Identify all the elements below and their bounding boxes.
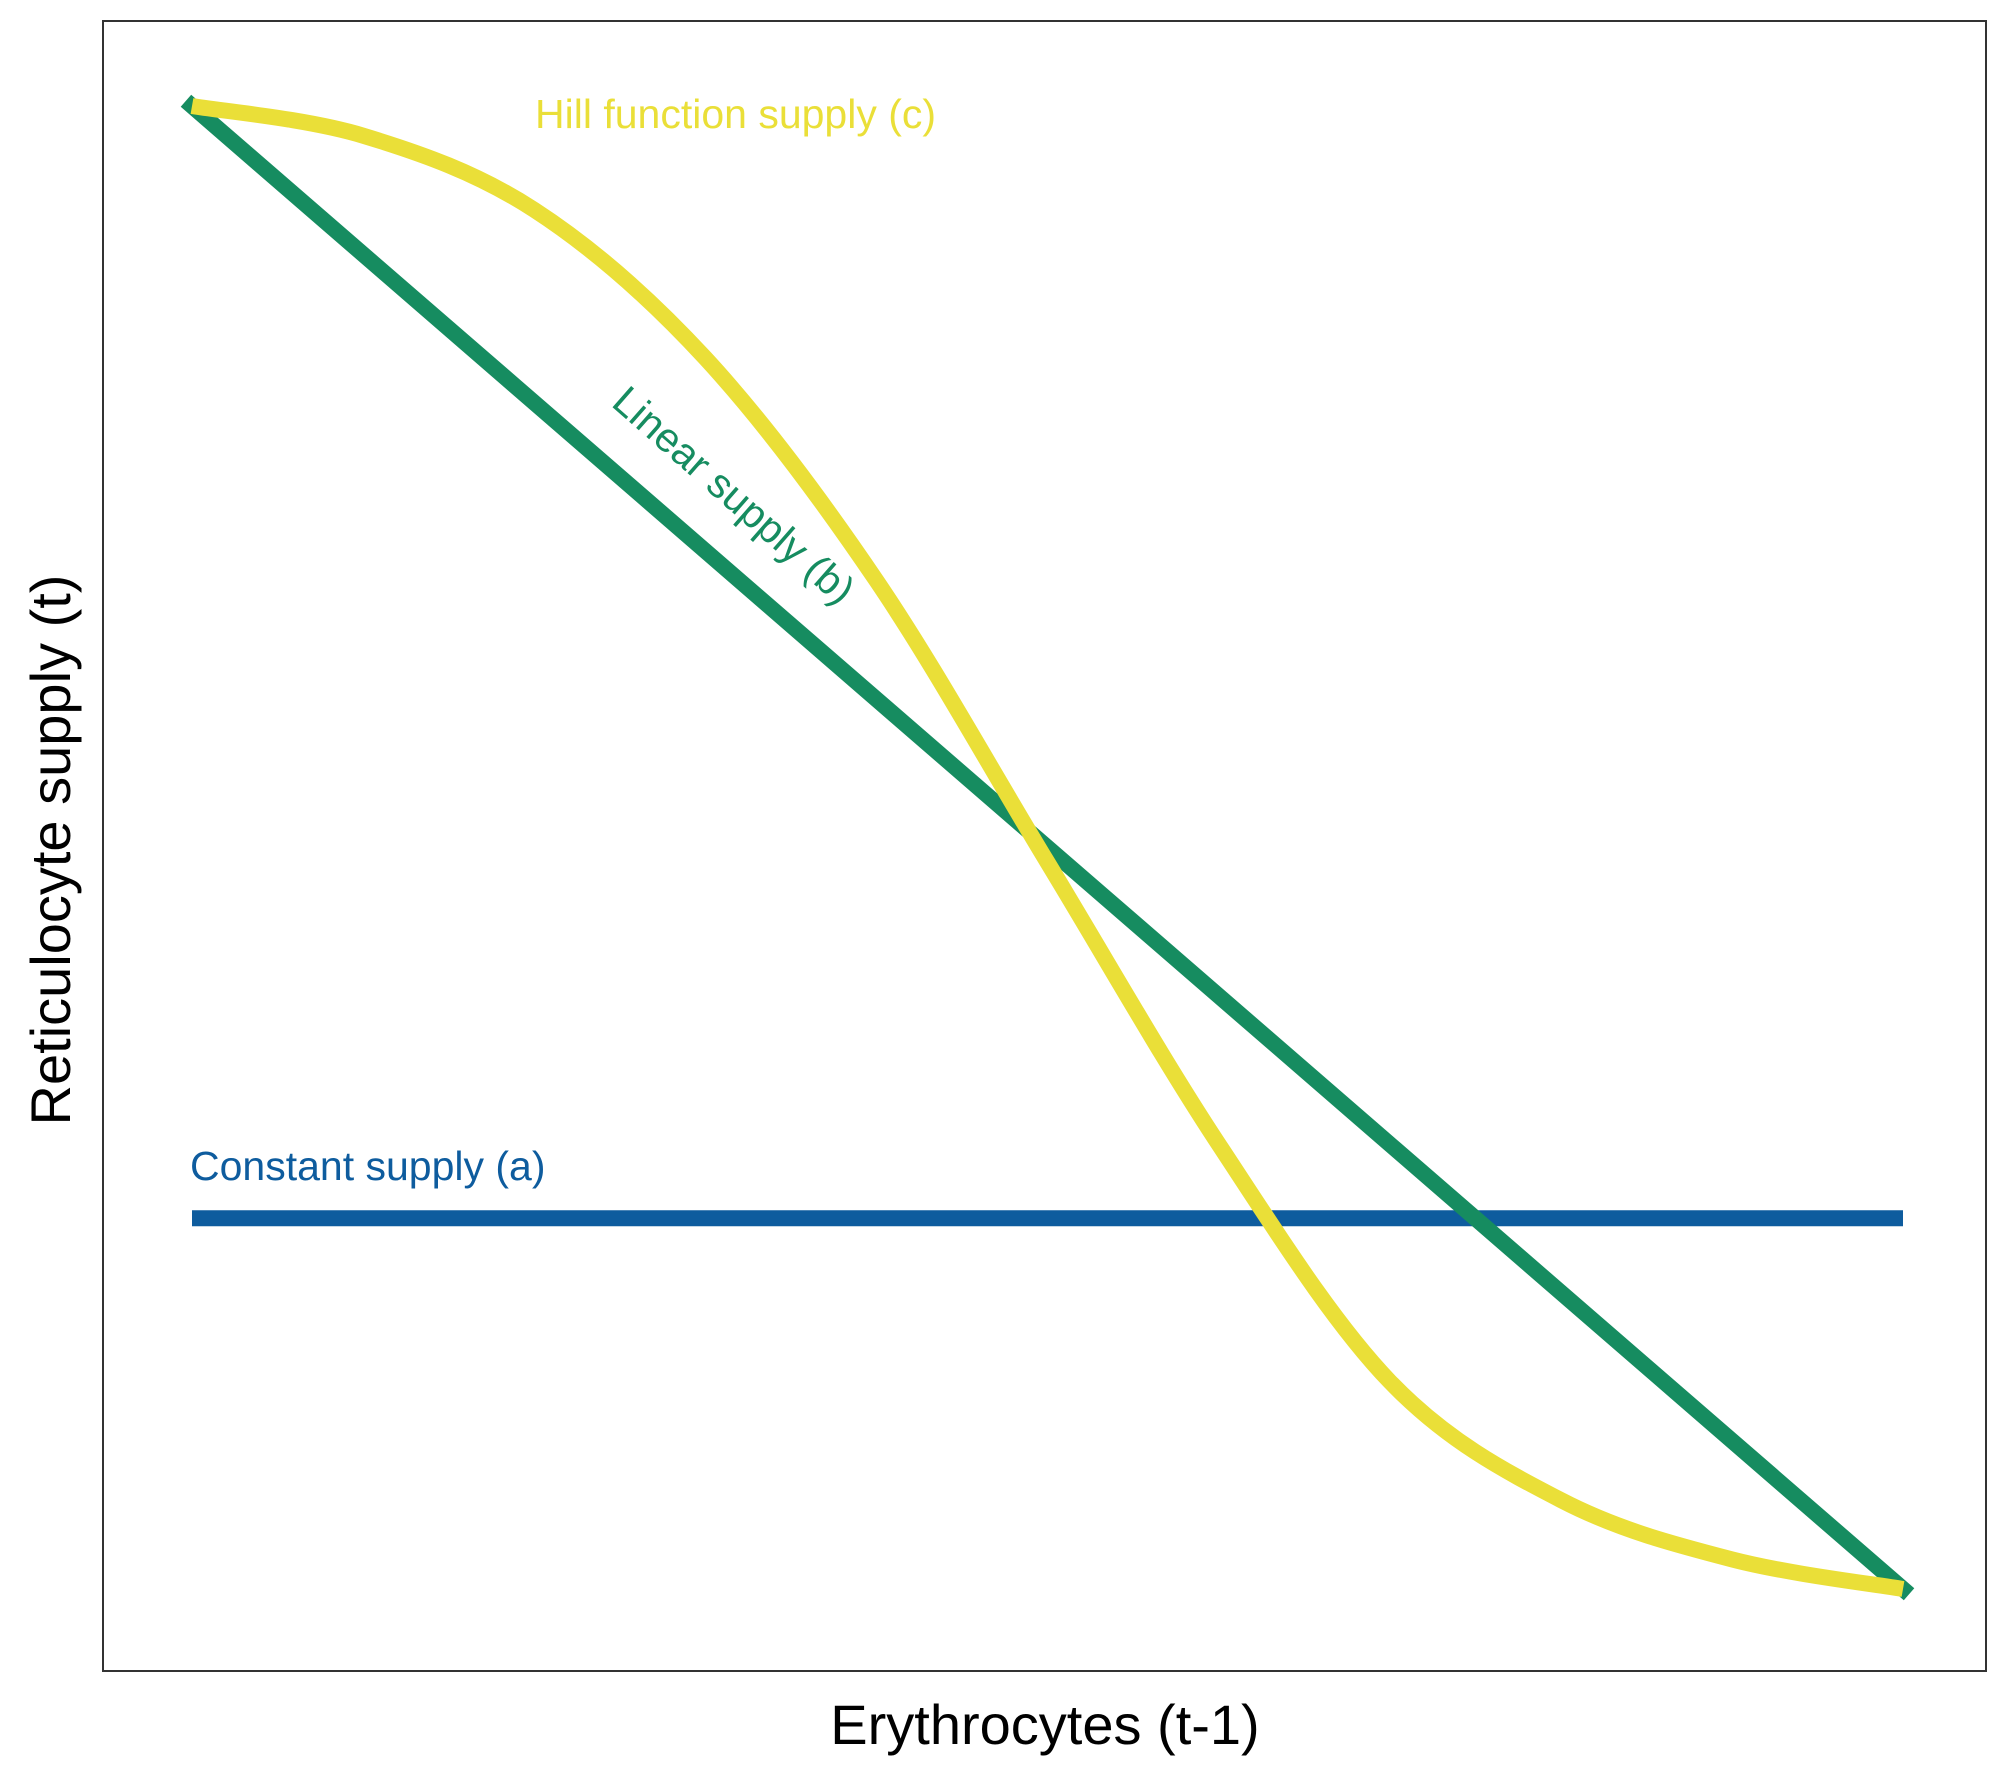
y-axis-title: Reticulocyte supply (t)	[19, 575, 82, 1126]
x-axis-title: Erythrocytes (t-1)	[830, 1693, 1259, 1756]
plot-border	[102, 20, 1987, 1672]
constant-supply-label: Constant supply (a)	[190, 1143, 546, 1189]
hill-supply-label: Hill function supply (c)	[535, 91, 936, 137]
series-layer	[180, 94, 1915, 1601]
label-layer: Constant supply (a)Linear supply (b)Hill…	[190, 91, 936, 1189]
hill-supply-line	[190, 98, 1905, 1597]
